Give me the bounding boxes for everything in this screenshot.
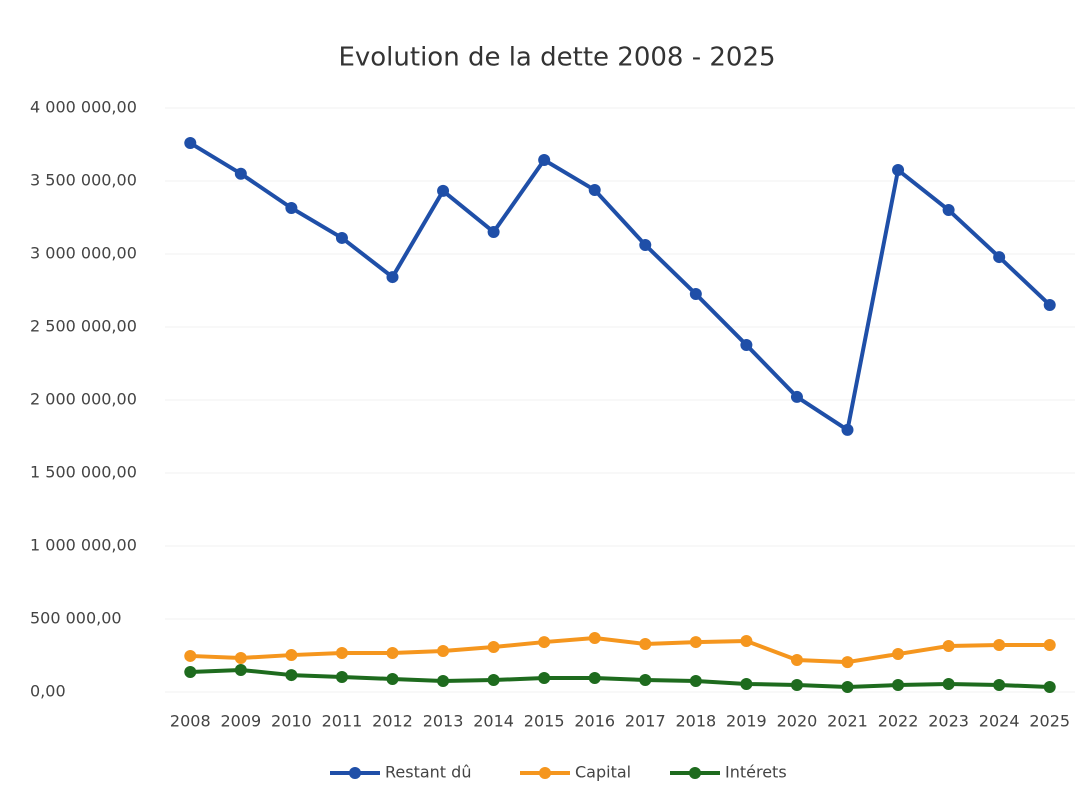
x-tick-label: 2011 xyxy=(322,712,363,731)
legend-marker xyxy=(539,767,551,779)
point xyxy=(538,636,551,649)
point xyxy=(588,671,601,684)
x-tick-label: 2019 xyxy=(726,712,767,731)
x-tick-label: 2018 xyxy=(675,712,716,731)
point xyxy=(538,671,551,684)
point xyxy=(790,390,803,403)
point xyxy=(689,636,702,649)
point xyxy=(740,338,753,351)
point xyxy=(689,675,702,688)
point xyxy=(538,153,551,166)
point xyxy=(487,225,500,238)
series-line xyxy=(190,635,1050,665)
point xyxy=(386,271,399,284)
point xyxy=(993,638,1006,651)
point xyxy=(234,167,247,180)
point xyxy=(841,423,854,436)
point xyxy=(487,641,500,654)
point xyxy=(588,184,601,197)
x-tick-label: 2023 xyxy=(928,712,969,731)
point xyxy=(942,204,955,217)
y-tick-label: 1 500 000,00 xyxy=(30,463,137,482)
point xyxy=(841,656,854,669)
point xyxy=(1043,638,1056,651)
point xyxy=(790,654,803,667)
point xyxy=(639,238,652,251)
point xyxy=(841,681,854,694)
point xyxy=(892,164,905,177)
point xyxy=(942,640,955,653)
legend-label: Capital xyxy=(575,763,631,782)
point xyxy=(892,678,905,691)
legend-marker xyxy=(349,767,361,779)
y-tick-label: 2 000 000,00 xyxy=(30,390,137,409)
legend-marker xyxy=(689,767,701,779)
point xyxy=(184,665,197,678)
x-tick-label: 2024 xyxy=(979,712,1020,731)
point xyxy=(437,644,450,657)
y-tick-label: 1 000 000,00 xyxy=(30,536,137,555)
point xyxy=(740,677,753,690)
y-tick-label: 500 000,00 xyxy=(30,609,122,628)
point xyxy=(285,669,298,682)
x-tick-label: 2021 xyxy=(827,712,868,731)
y-tick-label: 3 500 000,00 xyxy=(30,171,137,190)
point xyxy=(993,251,1006,264)
point xyxy=(437,675,450,688)
series-line xyxy=(190,667,1050,690)
point xyxy=(184,649,197,662)
x-tick-label: 2025 xyxy=(1029,712,1070,731)
point xyxy=(790,678,803,691)
point xyxy=(1043,298,1056,311)
point xyxy=(639,637,652,650)
point xyxy=(285,649,298,662)
y-tick-label: 3 000 000,00 xyxy=(30,244,137,263)
legend-label: Intérets xyxy=(725,763,787,782)
point xyxy=(184,137,197,150)
x-tick-label: 2010 xyxy=(271,712,312,731)
point xyxy=(335,647,348,660)
x-tick-label: 2013 xyxy=(423,712,464,731)
y-tick-label: 4 000 000,00 xyxy=(30,98,137,117)
point xyxy=(639,674,652,687)
point xyxy=(740,635,753,648)
y-tick-label: 2 500 000,00 xyxy=(30,317,137,336)
point xyxy=(689,288,702,301)
y-tick-label: 0,00 xyxy=(30,682,66,701)
point xyxy=(942,677,955,690)
point xyxy=(386,647,399,660)
point xyxy=(437,184,450,197)
x-tick-label: 2016 xyxy=(574,712,615,731)
point xyxy=(892,648,905,661)
x-tick-label: 2008 xyxy=(170,712,211,731)
chart-title: Evolution de la dette 2008 - 2025 xyxy=(338,43,775,73)
x-tick-label: 2009 xyxy=(220,712,261,731)
x-tick-label: 2017 xyxy=(625,712,666,731)
point xyxy=(285,202,298,215)
point xyxy=(234,651,247,664)
point xyxy=(993,678,1006,691)
series-line xyxy=(189,141,1052,432)
x-tick-label: 2022 xyxy=(878,712,919,731)
x-tick-label: 2014 xyxy=(473,712,514,731)
point xyxy=(335,231,348,244)
point xyxy=(335,670,348,683)
point xyxy=(487,674,500,687)
point xyxy=(1043,681,1056,694)
x-tick-label: 2012 xyxy=(372,712,413,731)
point xyxy=(386,673,399,686)
x-tick-label: 2020 xyxy=(777,712,818,731)
x-tick-label: 2015 xyxy=(524,712,565,731)
point xyxy=(234,663,247,676)
legend-label: Restant dû xyxy=(385,763,471,782)
point xyxy=(588,631,601,644)
